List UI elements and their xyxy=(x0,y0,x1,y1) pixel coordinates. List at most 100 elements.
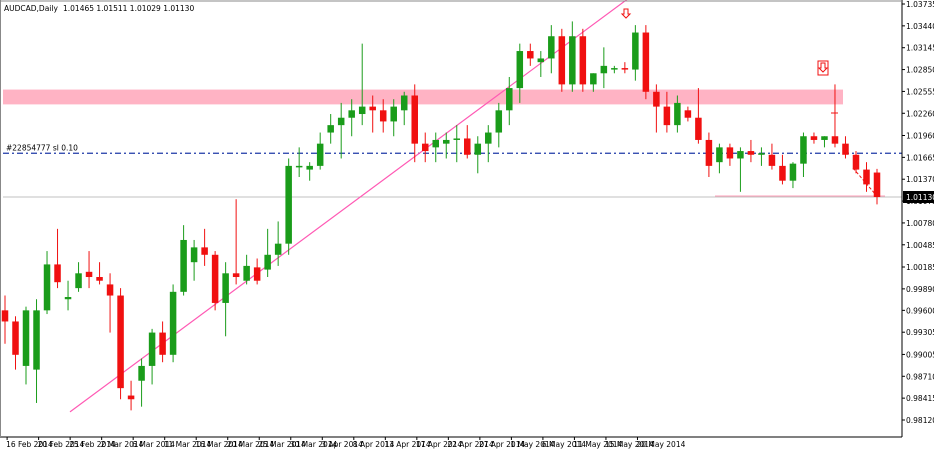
x-tick-label: 16 Feb 2014 xyxy=(6,440,53,449)
candle-body xyxy=(421,143,429,152)
x-tick-label: 20 Feb 2014 xyxy=(38,440,85,449)
candle-body xyxy=(253,267,261,281)
x-tick-label: 25 Mar 2014 xyxy=(258,440,306,449)
candle-body xyxy=(485,132,492,144)
candle-body xyxy=(33,310,40,370)
y-tick-label: 1.02850 xyxy=(906,66,934,75)
y-tick-label: 1.01370 xyxy=(906,175,934,184)
candle-body xyxy=(222,273,229,303)
y-tick-label: 0.99890 xyxy=(906,285,934,294)
candle-body xyxy=(579,36,587,85)
candle-body xyxy=(506,88,513,111)
candle-body xyxy=(12,321,19,355)
candle-body xyxy=(211,254,219,303)
candle-body xyxy=(316,143,324,166)
y-tick-label: 1.00780 xyxy=(906,219,934,228)
x-tick-label: 8 Apr 2014 xyxy=(353,440,395,449)
x-tick-label: 25 Feb 2014 xyxy=(69,440,116,449)
x-tick-label: 30 Mar 2014 xyxy=(290,440,338,449)
candle-body xyxy=(642,32,650,92)
x-tick-label: 13 Apr 2014 xyxy=(384,440,431,449)
y-tick-label: 0.99600 xyxy=(906,306,934,315)
y-tick-label: 0.99005 xyxy=(906,350,934,359)
y-tick-label: 1.02555 xyxy=(906,87,934,96)
candle-body xyxy=(348,110,355,118)
candle-body xyxy=(411,95,418,144)
candle-body xyxy=(75,273,82,289)
x-tick-label: 20 Mar 2014 xyxy=(227,440,275,449)
x-tick-label: 27 Apr 2014 xyxy=(479,440,526,449)
candle-body xyxy=(306,165,313,170)
x-tick-label: 16 Mar 2014 xyxy=(195,440,243,449)
sell-signal-icon xyxy=(817,60,829,76)
x-tick-label: 17 Apr 2014 xyxy=(416,440,463,449)
candle-body xyxy=(285,165,292,244)
y-tick-label: 1.03735 xyxy=(906,0,934,9)
candle-body xyxy=(842,143,849,155)
candle-body xyxy=(789,163,797,181)
y-tick-label: 0.99305 xyxy=(906,328,934,337)
candle-body xyxy=(695,117,702,140)
x-tick-label: 6 May 2014 xyxy=(542,440,586,449)
stop-loss-label: #22854777 sl 0.10 xyxy=(6,143,78,152)
y-tick-label: 1.00485 xyxy=(906,241,934,250)
candle-body xyxy=(632,32,639,70)
candle-body xyxy=(495,110,503,133)
x-tick-label: 6 Mar 2014 xyxy=(132,440,175,449)
x-tick-label: 3 Apr 2014 xyxy=(321,440,363,449)
candle-body xyxy=(747,151,755,155)
candle-body xyxy=(390,106,397,122)
candle-body xyxy=(442,139,450,144)
candle-body xyxy=(127,395,135,400)
y-tick-label: 0.98415 xyxy=(906,394,934,403)
candle-body xyxy=(737,151,744,159)
candle-body xyxy=(327,125,334,133)
candle-body xyxy=(663,106,671,126)
candle-body xyxy=(379,110,387,122)
candle-body xyxy=(295,165,303,168)
candle-body xyxy=(274,243,282,255)
chart-title: AUDCAD,Daily xyxy=(4,4,58,13)
x-tick-label: 20 May 2014 xyxy=(636,440,685,449)
x-tick-label: 15 May 2014 xyxy=(605,440,654,449)
candle-body xyxy=(201,247,208,255)
candle-body xyxy=(527,51,534,59)
y-tick-label: 0.98710 xyxy=(906,372,934,381)
y-tick-label: 0.98120 xyxy=(906,416,934,425)
candle-body xyxy=(611,68,618,70)
candle-body xyxy=(169,291,177,355)
candle-body xyxy=(432,139,440,148)
x-tick-label: 11 Mar 2014 xyxy=(164,440,212,449)
arrow-box xyxy=(817,60,829,76)
candle-body xyxy=(516,51,524,89)
candle-body xyxy=(264,254,271,270)
projection-line xyxy=(852,167,877,196)
candle-body xyxy=(758,153,765,155)
candle-body xyxy=(1,310,9,322)
arrow-shape xyxy=(620,8,632,19)
candle-body xyxy=(400,95,408,111)
candle-body xyxy=(653,91,660,107)
candle-body xyxy=(831,136,839,144)
candle-body xyxy=(873,172,881,197)
candle-body xyxy=(800,136,807,164)
candle-body xyxy=(106,284,114,296)
candle-body xyxy=(138,365,145,381)
y-tick-label: 1.02260 xyxy=(906,109,934,118)
candle-body xyxy=(779,165,786,181)
candle-body xyxy=(358,106,366,115)
candle-body xyxy=(684,110,692,118)
resistance-zone xyxy=(3,89,843,105)
candle-body xyxy=(537,58,545,63)
y-tick-label: 1.01665 xyxy=(906,153,934,162)
x-tick-label: 22 Apr 2014 xyxy=(447,440,494,449)
candle-body xyxy=(22,310,30,366)
candle-body xyxy=(369,106,376,111)
candle-body xyxy=(180,239,187,292)
candle-body xyxy=(159,332,166,355)
candle-body xyxy=(600,65,608,74)
sell-arrow-icon xyxy=(620,8,632,19)
candle-body xyxy=(569,36,576,85)
